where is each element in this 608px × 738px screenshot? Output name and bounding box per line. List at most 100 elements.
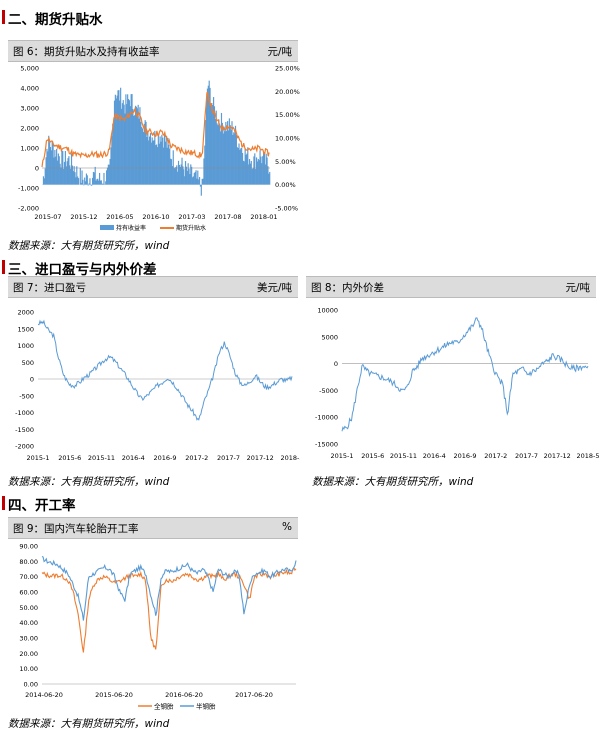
fig6-area-bar [110, 147, 112, 185]
fig6-area-bar [174, 168, 176, 185]
fig6-area-bar [44, 168, 46, 185]
fig6-area-bar [67, 158, 69, 185]
fig6-area-bar [151, 137, 153, 185]
fig6-area-bar [124, 113, 126, 185]
fig6-area-bar [203, 158, 205, 185]
fig6-area-bar [63, 168, 65, 185]
fig6-area-bar [170, 159, 173, 185]
fig6-x-tick: 2015-12 [70, 213, 97, 221]
fig6-area-bar [183, 169, 185, 185]
fig6-area-bar [138, 118, 140, 185]
fig6-area-bar [141, 128, 144, 185]
fig6-area-bar [120, 87, 122, 185]
fig6-area-bar [66, 161, 68, 185]
fig6-area-bar [56, 148, 58, 185]
fig6-area-bar [108, 164, 110, 185]
fig6-area-bar [233, 132, 235, 185]
fig6-y-left-tick: -2,000 [18, 205, 39, 213]
fig6-area-bar [222, 133, 224, 185]
fig6-y-right-tick: 15.00% [275, 111, 300, 119]
fig9-x-tick: 2017-06-20 [235, 691, 273, 699]
fig7-x-tick: 2017-12 [247, 454, 274, 462]
fig6-y-right-tick: 5.00% [275, 158, 296, 166]
fig6-area-bar [123, 104, 125, 185]
fig6-area-bar [220, 131, 222, 185]
fig6-area-bar [253, 156, 255, 185]
fig6-area-bar [79, 168, 81, 185]
fig6-area-bar [246, 153, 248, 185]
fig6-area-bar [169, 148, 171, 185]
figure-8-unit: 元/吨 [565, 282, 590, 294]
fig6-area-bar [166, 147, 168, 185]
fig6-area-bar [122, 100, 124, 185]
fig7-y-tick: -500 [19, 392, 34, 400]
fig6-area-bar [178, 164, 180, 185]
figure-7-title: 图 7：进口盈亏 [13, 282, 87, 294]
fig6-area-bar [59, 163, 61, 185]
fig6-area-bar [245, 154, 247, 185]
fig8-x-tick: 2015-11 [390, 452, 417, 460]
fig6-area-bar [259, 150, 261, 185]
fig6-area-bar [69, 165, 71, 185]
fig6-area-bar [252, 167, 254, 185]
fig6-area-bar [98, 180, 100, 185]
figure-7-title-bar: 图 7：进口盈亏 美元/吨 [8, 276, 298, 298]
fig6-area-bar [90, 184, 92, 186]
fig9-legend-label-1: 全钢胎 [154, 702, 174, 711]
fig6-area-bar [75, 177, 77, 185]
figure-9-title-bar: 图 9：国内汽车轮胎开工率 % [8, 517, 298, 539]
fig6-area-bar [97, 178, 99, 185]
fig6-area-bar [134, 115, 136, 185]
fig9-y-tick: 90.00 [19, 543, 38, 551]
fig6-area-bar [265, 153, 267, 185]
fig6-area-bar [94, 166, 96, 185]
fig6-area-bar [231, 121, 233, 185]
fig6-area-bar [70, 168, 72, 185]
fig6-area-bar [129, 106, 131, 185]
fig6-area-bar [61, 150, 63, 185]
fig6-area-bar [43, 178, 45, 185]
fig9-x-tick: 2014-06-20 [25, 691, 63, 699]
fig6-area-bar [125, 94, 127, 185]
figure-9-chart: 90.00 80.00 70.00 60.00 50.00 40.00 30.00 20.00… [19, 543, 297, 711]
fig6-area-bar [99, 172, 101, 185]
fig6-area-bar [56, 160, 59, 185]
fig6-area-bar [149, 133, 152, 185]
fig6-area-bar [139, 107, 141, 185]
fig6-area-bar [184, 176, 186, 185]
fig6-area-bar [163, 133, 166, 185]
fig7-y-tick: 500 [22, 359, 34, 367]
fig6-area-bar [117, 90, 119, 185]
fig9-y-tick: 20.00 [19, 650, 38, 658]
fig6-area-bar [136, 108, 138, 185]
fig6-area-bar [260, 156, 262, 185]
fig6-area-bar [134, 105, 137, 185]
fig6-area-bar [46, 148, 48, 185]
fig6-area-bar [227, 121, 229, 185]
fig6-area-bar [199, 184, 202, 187]
fig6-area-bar [60, 167, 62, 185]
fig6-area-bar [114, 94, 116, 185]
fig6-area-bar [247, 147, 249, 185]
fig6-area-bar [238, 143, 240, 185]
fig6-area-bar [162, 137, 164, 185]
fig6-area-bar [242, 160, 244, 185]
fig6-area-bar [102, 183, 104, 185]
fig6-area-bar [196, 178, 198, 185]
fig6-area-bar [76, 166, 78, 185]
fig6-area-bar [191, 166, 193, 185]
fig7-y-tick: -2000 [15, 443, 34, 451]
fig6-area-bar [45, 157, 47, 185]
fig7-line-series [37, 319, 293, 421]
fig6-area-bar [202, 178, 204, 185]
fig6-x-tick: 2017-03 [178, 213, 205, 221]
fig6-area-bar [127, 98, 130, 185]
fig6-area-bar [119, 100, 121, 185]
fig6-area-bar [100, 180, 102, 185]
fig6-area-bar [182, 166, 184, 185]
fig6-area-bar [132, 108, 134, 185]
fig6-area-bar [248, 159, 251, 185]
fig8-y-tick: -15000 [315, 441, 338, 449]
fig6-area-bar [89, 178, 91, 185]
fig6-area-bar [255, 169, 257, 185]
